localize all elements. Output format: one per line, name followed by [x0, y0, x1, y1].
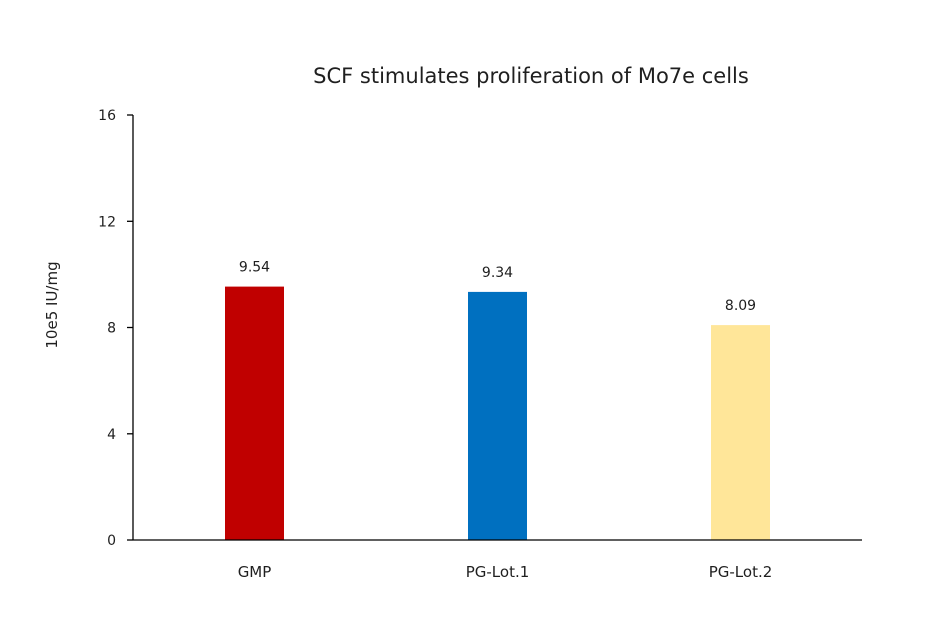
data-labels: 9.54 9.34 8.09	[239, 260, 756, 315]
bars	[225, 286, 770, 540]
y-tick-label: 12	[98, 214, 116, 230]
bar-pg-lot-1	[468, 291, 527, 540]
bar-pg-lot-2	[711, 325, 770, 540]
data-label: 8.09	[725, 298, 756, 314]
y-tick-label: 0	[107, 533, 116, 549]
x-tick-label: PG-Lot.2	[709, 563, 773, 581]
y-axis-title: 10e5 IU/mg	[43, 261, 61, 348]
y-tick-label: 16	[98, 108, 116, 124]
data-label: 9.54	[239, 260, 270, 276]
x-tick-label: GMP	[238, 563, 272, 581]
chart-title: SCF stimulates proliferation of Mo7e cel…	[313, 64, 749, 88]
x-tick-label: PG-Lot.1	[466, 563, 530, 581]
y-tick-label: 4	[107, 427, 116, 443]
y-axis-ticks: 0 4 8 12 16	[98, 108, 133, 549]
x-axis-labels: GMP PG-Lot.1 PG-Lot.2	[238, 563, 773, 581]
bar-gmp	[225, 286, 284, 540]
data-label: 9.34	[482, 265, 513, 281]
y-tick-label: 8	[107, 321, 116, 337]
